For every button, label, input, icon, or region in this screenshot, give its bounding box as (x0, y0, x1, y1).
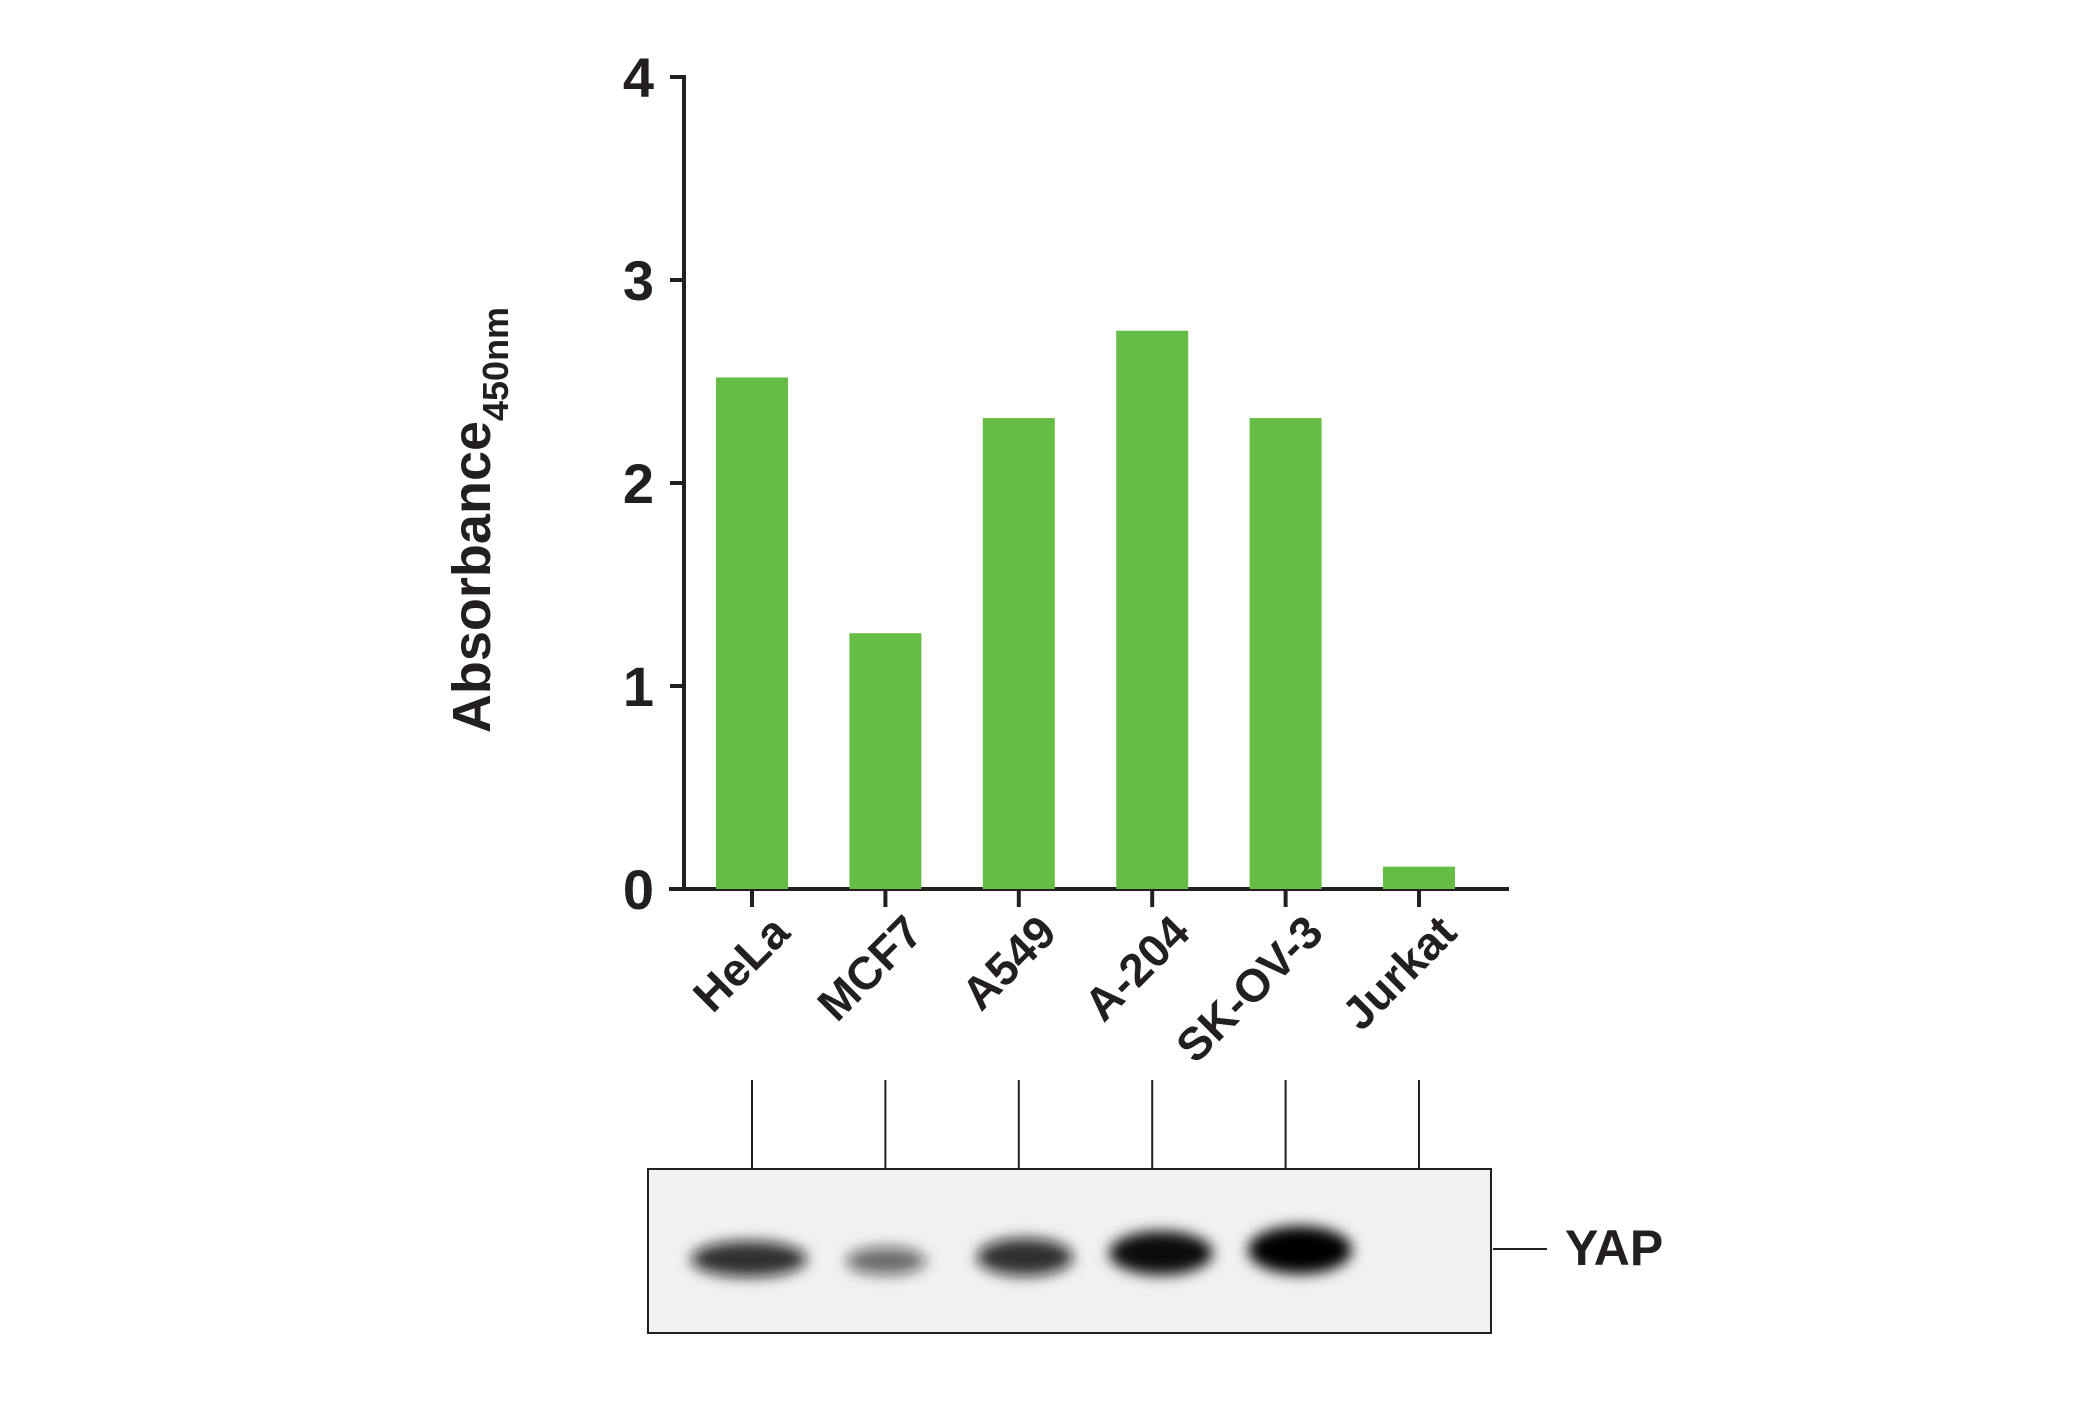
y-tick-label: 4 (623, 46, 654, 109)
blot-band (1248, 1226, 1352, 1274)
y-axis-label-main: Absorbance (442, 421, 502, 733)
y-tick-label: 3 (623, 249, 654, 312)
y-tick-label: 0 (623, 858, 654, 921)
bar (1116, 330, 1189, 889)
x-tick-label: HeLa (683, 905, 800, 1022)
x-tick-label: MCF7 (807, 905, 932, 1030)
x-tick-label: A549 (951, 905, 1066, 1020)
blot-band (977, 1238, 1073, 1276)
y-axis-label-subscript: 450nm (475, 307, 516, 421)
x-tick-label: Jurkat (1332, 905, 1466, 1039)
blot-band (691, 1241, 807, 1277)
blot-label: YAP (1565, 1220, 1663, 1276)
y-tick-label: 1 (623, 655, 654, 718)
blot-bands (691, 1226, 1352, 1277)
bar (1383, 866, 1455, 889)
x-tick-label: SK-OV-3 (1166, 905, 1333, 1072)
bar (982, 418, 1055, 889)
y-tick-label: 2 (623, 452, 654, 515)
blot-band (1109, 1231, 1213, 1275)
bar (1249, 418, 1322, 889)
x-tick-label: A-204 (1074, 905, 1200, 1031)
bar (716, 377, 788, 889)
y-axis-label: Absorbance450nm (442, 307, 516, 733)
blot-band (846, 1247, 926, 1275)
bar (849, 633, 922, 889)
